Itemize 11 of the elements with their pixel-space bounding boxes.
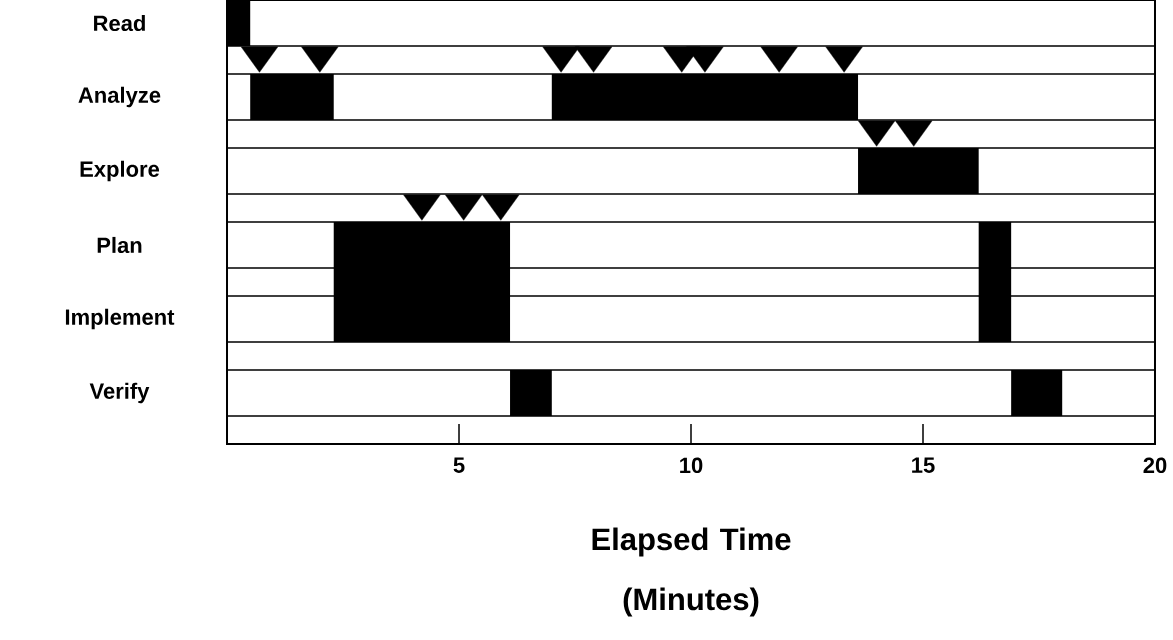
- x-tick-label: 20: [1143, 457, 1167, 474]
- y-tick-label: Analyze: [78, 86, 161, 108]
- y-tick-label: Plan: [97, 236, 142, 254]
- y-tick-label: Read: [94, 14, 145, 32]
- x-tick-label: 15: [912, 457, 935, 473]
- y-tick-label: Implement: [65, 308, 175, 330]
- x-axis-title: Elapsed Time (Minutes): [592, 527, 791, 617]
- y-tick-label: Explore: [80, 160, 160, 182]
- x-tick-label: 10: [680, 457, 703, 474]
- y-tick-label: Verify: [89, 382, 150, 404]
- x-tick-label: 5: [453, 457, 465, 473]
